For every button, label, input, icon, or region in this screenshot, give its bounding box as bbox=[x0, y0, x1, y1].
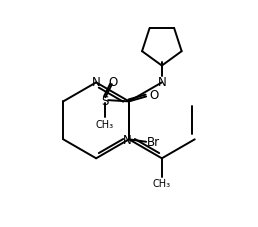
Text: N: N bbox=[157, 75, 166, 88]
Text: CH₃: CH₃ bbox=[153, 178, 171, 188]
Text: Br: Br bbox=[147, 136, 160, 149]
Text: O: O bbox=[108, 75, 118, 88]
Text: N: N bbox=[92, 75, 101, 88]
Text: N: N bbox=[123, 133, 131, 146]
Text: CH₃: CH₃ bbox=[95, 119, 114, 129]
Text: S: S bbox=[101, 94, 108, 107]
Text: O: O bbox=[150, 89, 159, 101]
